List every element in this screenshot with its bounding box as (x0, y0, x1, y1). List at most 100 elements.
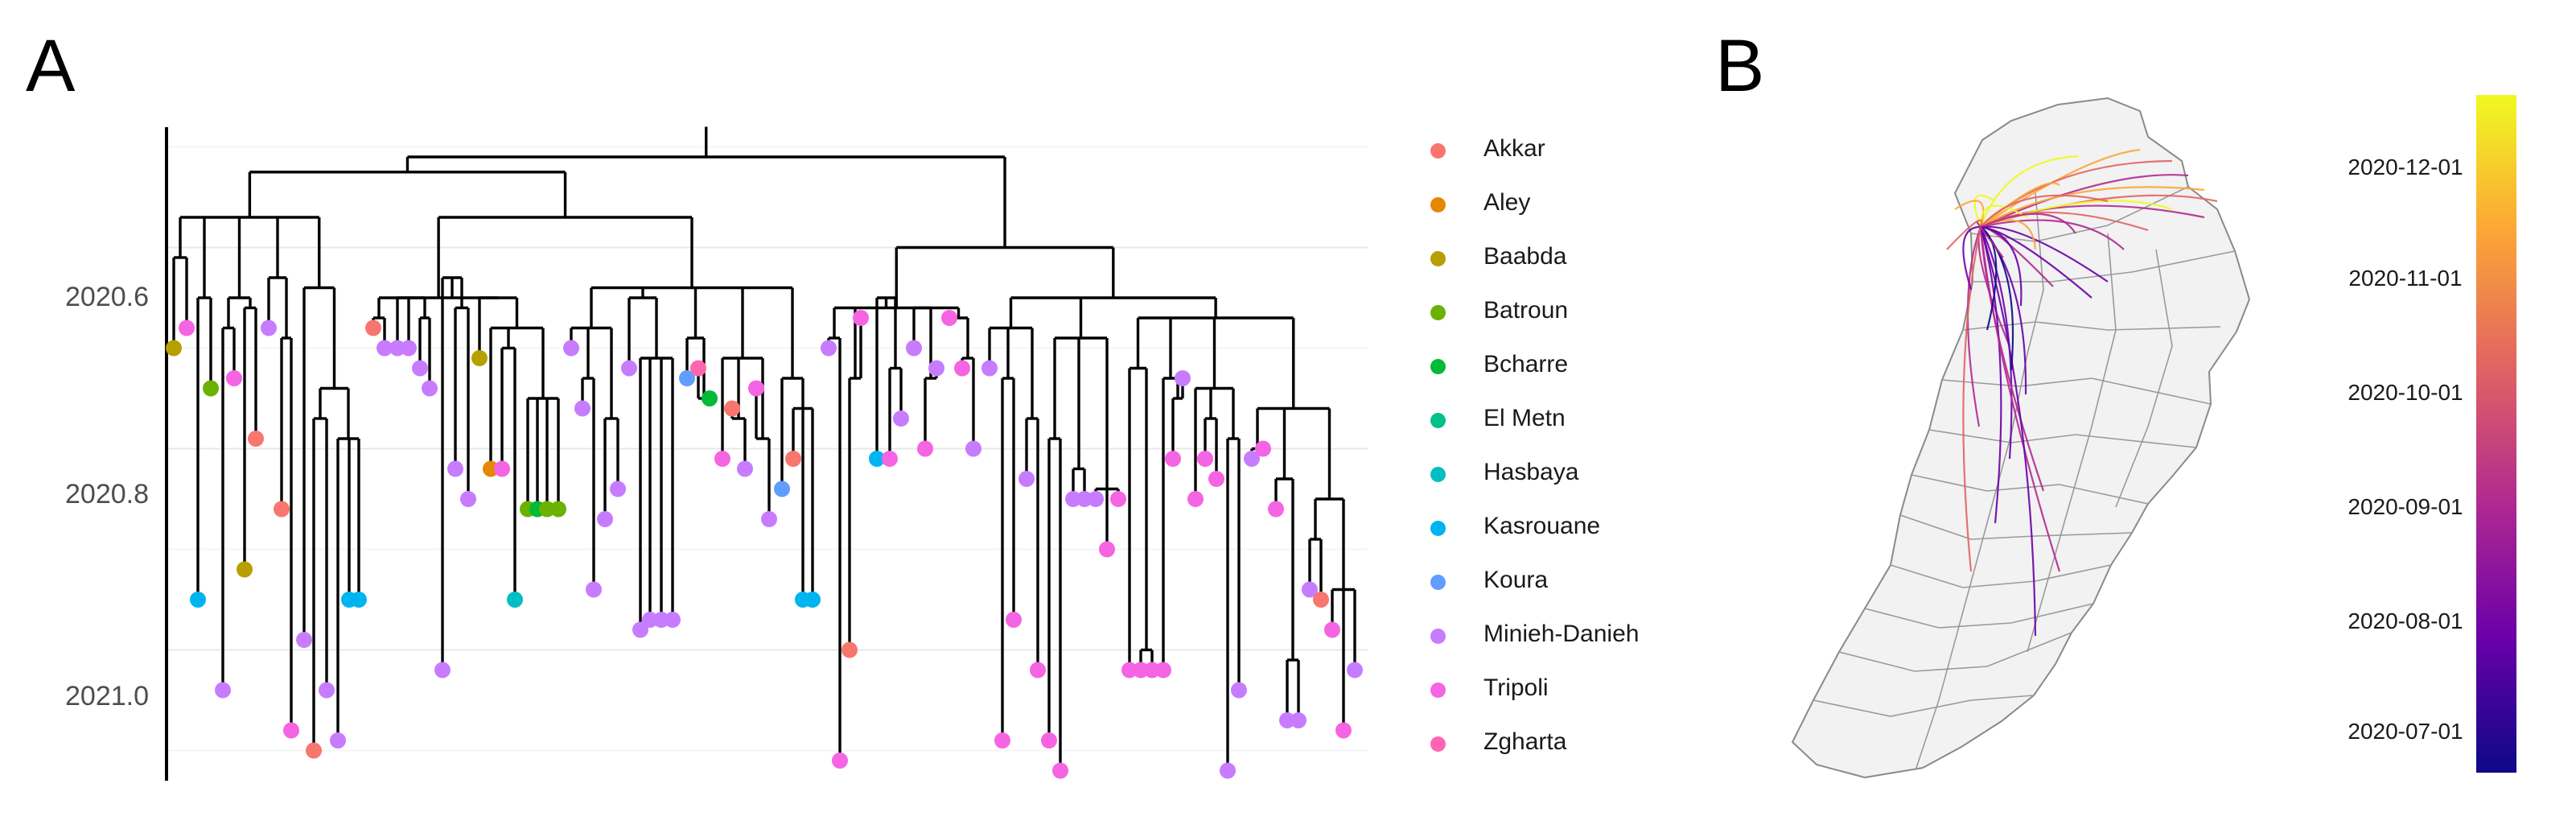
tree-tip (586, 581, 602, 598)
tree-tip (494, 460, 510, 477)
tree-tip (821, 340, 837, 357)
legend-label-minieh-danieh: Minieh-Danieh (1483, 621, 1640, 647)
colorbar-label-2020-12-01: 2020-12-01 (2348, 155, 2463, 179)
tree-tip (574, 400, 591, 417)
tree-tip (941, 310, 957, 326)
legend-dot-koura (1430, 575, 1446, 590)
legend-dot-zgharta (1430, 736, 1446, 752)
district-boundary (2027, 233, 2117, 653)
transmission-arc (1980, 225, 2092, 299)
transmission-arc (1962, 225, 1981, 291)
tree-tip (377, 340, 393, 357)
tree-tip (882, 451, 898, 467)
y-tick-label-2021-0: 2021.0 (65, 681, 149, 711)
transmission-arc (1979, 226, 2061, 572)
tree-tip (737, 460, 753, 477)
legend-dot-akkar (1430, 143, 1446, 159)
tree-tip (1133, 662, 1149, 678)
tree-tip (842, 641, 858, 658)
legend-label-akkar: Akkar (1483, 135, 1545, 162)
tree-tip (179, 320, 195, 336)
tree-tip (917, 440, 933, 457)
tree-tip (1144, 662, 1160, 678)
tree-tip (166, 340, 182, 357)
tree-tip (597, 511, 613, 527)
district-boundary (1928, 429, 2197, 448)
transmission-arc (1946, 219, 1983, 250)
transmission-arc (1980, 226, 1998, 331)
tree-tip (460, 491, 476, 507)
tree-tip (1324, 621, 1340, 638)
tree-tip (1052, 762, 1068, 779)
tree-tip (330, 732, 346, 749)
transmission-arc (1980, 212, 2076, 234)
tree-tip (389, 340, 405, 357)
tree-tip (215, 682, 231, 699)
tree-tip (1187, 491, 1204, 507)
district-boundary (1941, 377, 2212, 405)
tree-tip (679, 370, 695, 386)
colorbar-label-2020-08-01: 2020-08-01 (2348, 608, 2463, 633)
tree-tip (1279, 712, 1295, 728)
transmission-arc (1980, 174, 2189, 229)
colorbar-label-2020-09-01: 2020-09-01 (2348, 494, 2463, 519)
district-boundary (1838, 632, 2072, 672)
tree-tip (869, 451, 885, 467)
transmission-arc (1980, 194, 2109, 228)
tree-tip (893, 410, 909, 427)
legend-dot-kasrouane (1430, 521, 1446, 536)
tree-tip (1255, 440, 1271, 457)
tree-tip (434, 662, 451, 678)
legend-dot-el-metn (1430, 413, 1446, 428)
district-boundary (1899, 514, 2133, 540)
district-boundary (1864, 603, 2094, 629)
legend-label-aley: Aley (1483, 189, 1531, 216)
tree-tip (1220, 762, 1236, 779)
tree-tip (714, 451, 730, 467)
tree-tip (1197, 451, 1213, 467)
tree-tip (539, 501, 555, 518)
y-tick-label-2020-8: 2020.8 (65, 479, 149, 509)
tree-tip (1302, 581, 1318, 598)
tree-tip (1268, 501, 1284, 518)
district-boundary (1813, 695, 2035, 717)
tree-tip (832, 753, 848, 769)
tree-tip (296, 632, 312, 648)
tree-tip (761, 511, 777, 527)
tree-tip (261, 320, 277, 336)
tree-tip (1006, 612, 1022, 628)
tree-tip (237, 561, 253, 578)
tree-tip (1165, 451, 1181, 467)
transmission-arc (1980, 226, 2013, 460)
tree-tip (306, 742, 322, 759)
tree-tip (190, 592, 206, 608)
panel-a-label: A (26, 25, 76, 107)
tree-tip (906, 340, 922, 357)
transmission-arc (1954, 200, 1985, 228)
legend-label-zgharta: Zgharta (1483, 728, 1567, 755)
legend-label-kasrouane: Kasrouane (1483, 513, 1601, 539)
tree-tip (724, 400, 740, 417)
legend-dot-hasbaya (1430, 467, 1446, 482)
tree-tip (632, 621, 648, 638)
legend-dot-baabda (1430, 251, 1446, 266)
tree-tip (447, 460, 463, 477)
tree-tip (401, 340, 417, 357)
district-boundary (1890, 564, 2112, 588)
transmission-arc (1976, 221, 2004, 258)
legend-label-baabda: Baabda (1483, 243, 1567, 270)
tree-tip (248, 431, 264, 447)
transmission-arc (1973, 194, 1996, 228)
tree-tip (1099, 541, 1115, 558)
legend-label-el-metn: El Metn (1483, 405, 1566, 431)
transmission-arc (1979, 226, 2002, 524)
tree-tip (563, 340, 579, 357)
tree-tip (994, 732, 1010, 749)
tree-tip (471, 350, 488, 366)
tree-tip (412, 360, 428, 377)
tree-tip (785, 451, 801, 467)
panel-b-label: B (1715, 25, 1765, 107)
tree-tip (1290, 712, 1307, 728)
transmission-arc (1980, 182, 2060, 228)
